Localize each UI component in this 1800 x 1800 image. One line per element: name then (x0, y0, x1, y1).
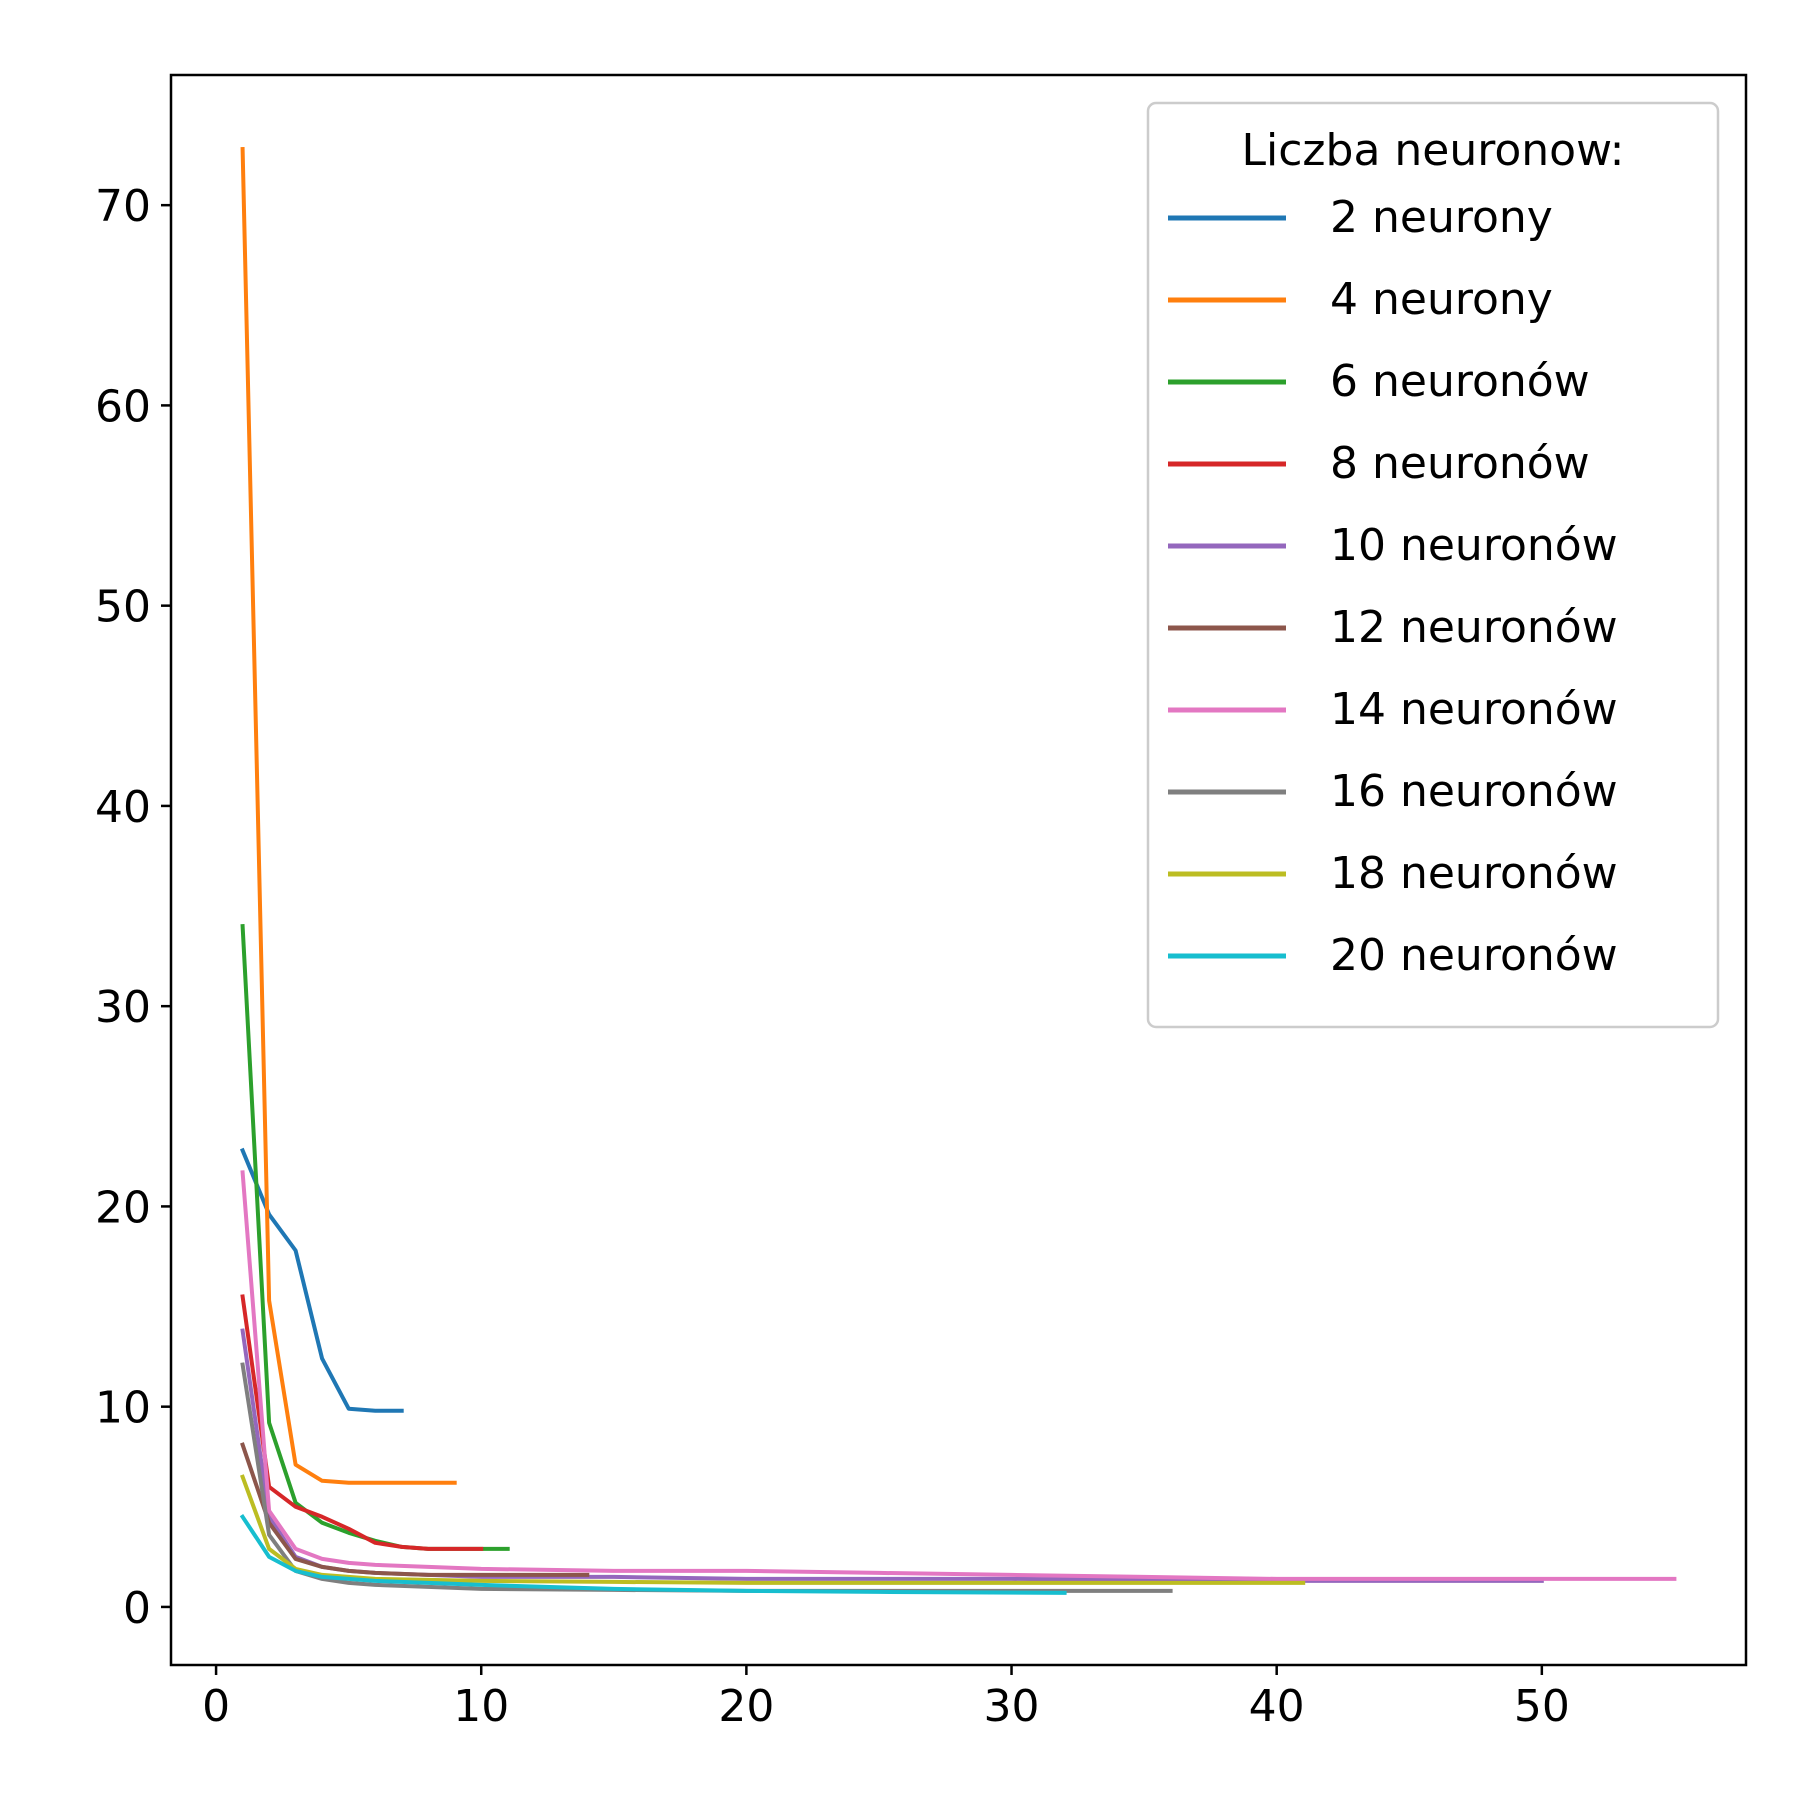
series-line-4-neurony (240, 147, 457, 1485)
legend-label: 6 neuronów (1330, 356, 1590, 407)
series-line-8-neuronów (240, 1294, 484, 1551)
x-tick-label: 30 (984, 1681, 1040, 1732)
legend-label: 12 neuronów (1330, 602, 1618, 653)
series-layer (239, 147, 1677, 1595)
legend-entries: 2 neurony 4 neurony 6 neuronów 8 neuronów 10… (1168, 192, 1618, 981)
legend-title: Liczba neuronow: (1241, 125, 1624, 176)
x-tick-label: 50 (1514, 1681, 1570, 1732)
legend-label: 20 neuronów (1330, 930, 1618, 981)
series-line-12-neuronów (240, 1442, 590, 1577)
legend-label: 16 neuronów (1330, 766, 1618, 817)
y-tick-label: 50 (95, 582, 151, 633)
legend-label: 18 neuronów (1330, 848, 1618, 899)
y-tick-label: 30 (95, 982, 151, 1033)
series-line-14-neuronów (240, 1170, 1677, 1581)
x-tick-label: 20 (718, 1681, 774, 1732)
y-tick-label: 10 (95, 1383, 151, 1434)
x-tick-label: 40 (1249, 1681, 1305, 1732)
legend-label: 10 neuronów (1330, 520, 1618, 571)
x-tick-label: 10 (453, 1681, 509, 1732)
legend-label: 8 neuronów (1330, 438, 1590, 489)
x-axis-ticks: 0 10 20 30 40 50 (202, 1665, 1570, 1732)
y-axis-ticks: 0 10 20 30 40 50 60 70 (95, 181, 171, 1634)
legend: Liczba neuronow: 2 neurony 4 neurony 6 neu… (1146, 101, 1720, 1029)
series-line-20-neuronów (239, 1514, 1067, 1595)
legend-label: 2 neurony (1330, 192, 1553, 243)
x-tick-label: 0 (202, 1681, 230, 1732)
legend-label: 14 neuronów (1330, 684, 1618, 735)
y-tick-label: 20 (95, 1182, 151, 1233)
y-tick-label: 0 (123, 1583, 151, 1634)
legend-box (1146, 101, 1720, 1029)
y-tick-label: 60 (95, 381, 151, 432)
axes-frame (169, 73, 1748, 1667)
y-tick-label: 70 (95, 181, 151, 232)
y-tick-label: 40 (95, 782, 151, 833)
legend-label: 4 neurony (1330, 274, 1553, 325)
